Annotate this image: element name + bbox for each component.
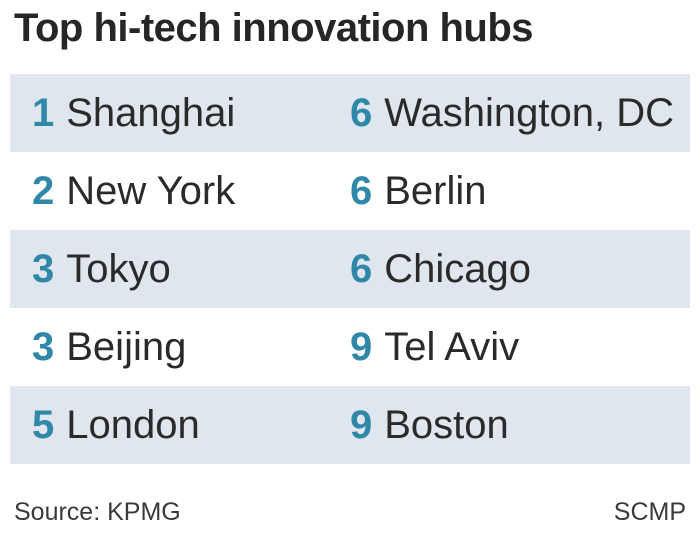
table-row: 3 Beijing 9 Tel Aviv (10, 308, 690, 386)
city-name: Boston (384, 402, 509, 447)
city-name: Beijing (66, 324, 187, 369)
city-name: Tokyo (66, 246, 171, 291)
table-cell: 3 Tokyo (32, 230, 171, 308)
credit-note: SCMP (613, 498, 686, 526)
city-name: Tel Aviv (384, 324, 520, 369)
rank-number: 6 (350, 246, 373, 291)
city-name: New York (66, 168, 236, 213)
city-name: London (66, 402, 200, 447)
rank-number: 9 (350, 324, 373, 369)
city-name: Berlin (384, 168, 487, 213)
table-cell: 9 Boston (350, 386, 509, 464)
rank-number: 6 (350, 168, 373, 213)
city-name: Shanghai (66, 90, 236, 135)
table-cell: 3 Beijing (32, 308, 186, 386)
source-note: Source: KPMG (14, 498, 181, 526)
table-cell: 5 London (32, 386, 200, 464)
table-cell: 6 Berlin (350, 152, 487, 230)
table-row: 2 New York 6 Berlin (10, 152, 690, 230)
rank-number: 1 (32, 90, 55, 135)
chart-title: Top hi-tech innovation hubs (14, 6, 534, 50)
rank-number: 6 (350, 90, 373, 135)
rank-number: 3 (32, 324, 55, 369)
rank-number: 2 (32, 168, 55, 213)
table-row: 3 Tokyo 6 Chicago (10, 230, 690, 308)
table-cell: 6 Washington, DC (350, 74, 674, 152)
city-name: Washington, DC (384, 90, 674, 135)
table-cell: 9 Tel Aviv (350, 308, 519, 386)
table-cell: 2 New York (32, 152, 235, 230)
ranking-table: 1 Shanghai 6 Washington, DC 2 New York 6 Berlin… (10, 74, 690, 464)
table-row: 5 London 9 Boston (10, 386, 690, 464)
rank-number: 3 (32, 246, 55, 291)
table-row: 1 Shanghai 6 Washington, DC (10, 74, 690, 152)
city-name: Chicago (384, 246, 532, 291)
table-cell: 1 Shanghai (32, 74, 235, 152)
rank-number: 9 (350, 402, 373, 447)
rank-number: 5 (32, 402, 55, 447)
table-cell: 6 Chicago (350, 230, 531, 308)
